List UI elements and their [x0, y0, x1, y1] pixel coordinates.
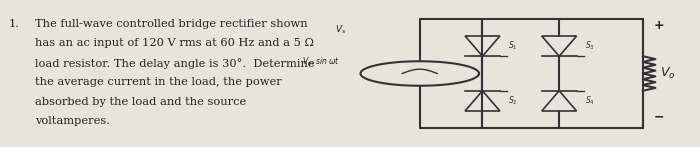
- Text: $S_2$: $S_2$: [508, 95, 518, 107]
- Text: has an ac input of 120 V rms at 60 Hz and a 5 Ω: has an ac input of 120 V rms at 60 Hz an…: [35, 38, 314, 48]
- Text: load resistor. The delay angle is 30°.  Determine: load resistor. The delay angle is 30°. D…: [35, 58, 314, 69]
- Text: −: −: [653, 110, 664, 123]
- Text: +: +: [653, 19, 664, 32]
- Text: $S_1$: $S_1$: [508, 40, 518, 52]
- Text: voltamperes.: voltamperes.: [35, 116, 110, 126]
- Text: the average current in the load, the power: the average current in the load, the pow…: [35, 77, 281, 87]
- Text: absorbed by the load and the source: absorbed by the load and the source: [35, 97, 246, 107]
- Text: $V_m$ sin $\omega t$: $V_m$ sin $\omega t$: [302, 56, 340, 68]
- Text: $V_s$: $V_s$: [335, 24, 346, 36]
- Text: $V_o$: $V_o$: [660, 66, 675, 81]
- Text: $S_4$: $S_4$: [585, 95, 595, 107]
- Text: The full-wave controlled bridge rectifier shown: The full-wave controlled bridge rectifie…: [35, 19, 307, 29]
- Text: 1.: 1.: [8, 19, 20, 29]
- Text: $S_3$: $S_3$: [585, 40, 595, 52]
